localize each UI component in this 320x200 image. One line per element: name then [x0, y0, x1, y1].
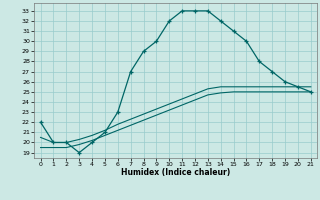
X-axis label: Humidex (Indice chaleur): Humidex (Indice chaleur) — [121, 168, 230, 177]
